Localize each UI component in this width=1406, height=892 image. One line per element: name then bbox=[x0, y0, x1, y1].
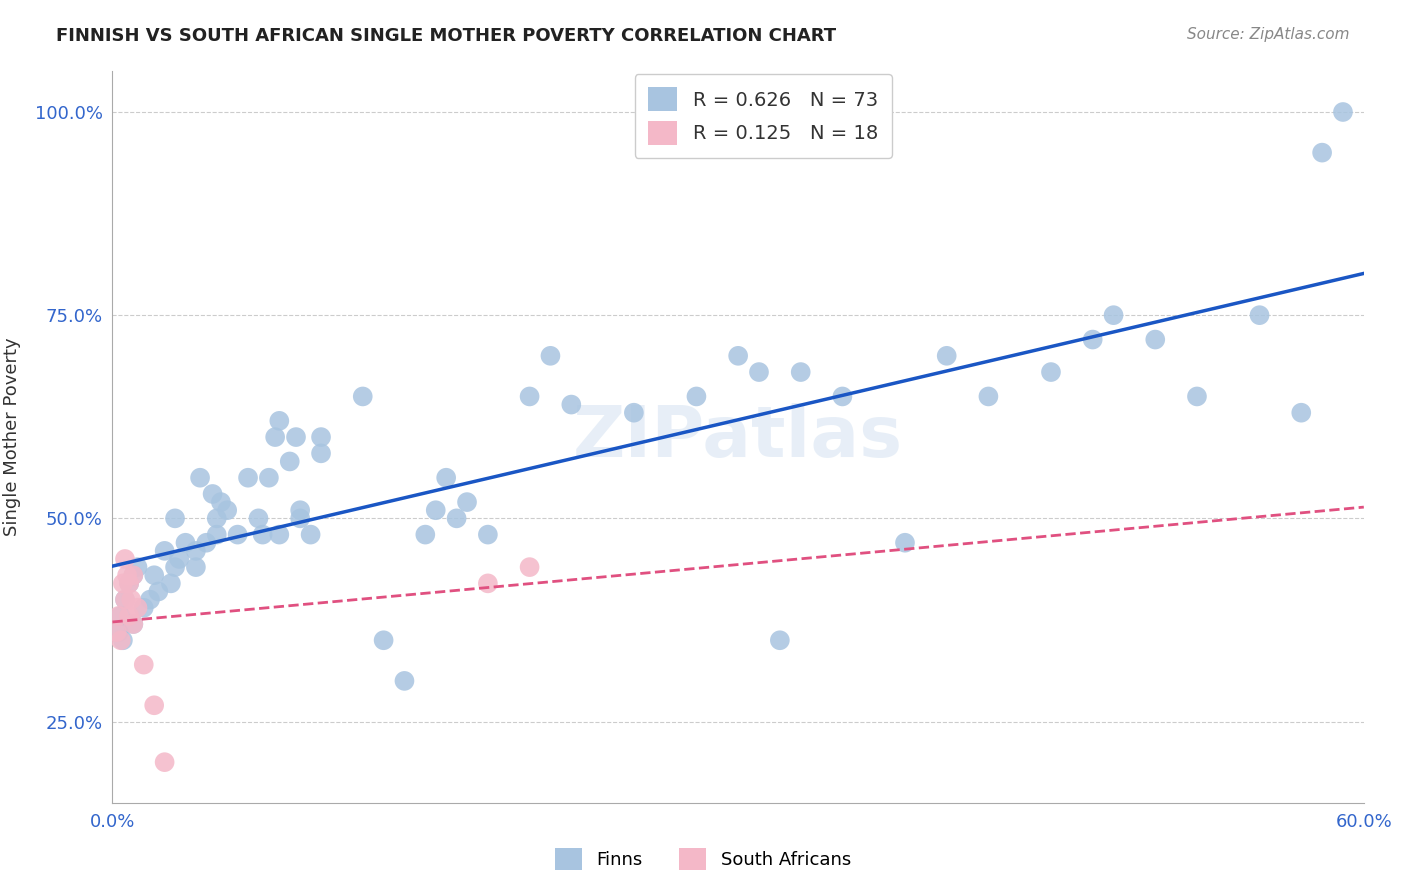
Point bbox=[290, 503, 312, 517]
Point bbox=[290, 511, 312, 525]
Point bbox=[413, 527, 436, 541]
Point bbox=[114, 592, 136, 607]
Point bbox=[107, 625, 129, 640]
Point bbox=[299, 527, 322, 541]
Point bbox=[132, 600, 155, 615]
Y-axis label: Single Mother Poverty: Single Mother Poverty bbox=[3, 338, 21, 536]
Point bbox=[122, 568, 145, 582]
Point bbox=[247, 511, 270, 525]
Point bbox=[167, 552, 190, 566]
Point bbox=[477, 527, 499, 541]
Point bbox=[188, 471, 211, 485]
Point bbox=[127, 600, 149, 615]
Point bbox=[477, 576, 499, 591]
Point bbox=[977, 389, 1000, 403]
Point bbox=[122, 617, 145, 632]
Point bbox=[560, 398, 582, 412]
Point bbox=[538, 349, 561, 363]
Point bbox=[257, 471, 280, 485]
Point bbox=[456, 495, 478, 509]
Point bbox=[252, 527, 274, 541]
Point bbox=[127, 560, 149, 574]
Point bbox=[685, 389, 707, 403]
Point bbox=[285, 430, 308, 444]
Point bbox=[118, 608, 141, 623]
Point bbox=[894, 535, 917, 549]
Point bbox=[373, 633, 395, 648]
Point bbox=[264, 430, 287, 444]
Point bbox=[122, 617, 145, 632]
Point bbox=[1102, 308, 1125, 322]
Point bbox=[519, 389, 541, 403]
Point bbox=[139, 592, 162, 607]
Point bbox=[110, 633, 132, 648]
Point bbox=[425, 503, 447, 517]
Point bbox=[1249, 308, 1271, 322]
Text: FINNISH VS SOUTH AFRICAN SINGLE MOTHER POVERTY CORRELATION CHART: FINNISH VS SOUTH AFRICAN SINGLE MOTHER P… bbox=[56, 27, 837, 45]
Point bbox=[163, 560, 186, 574]
Point bbox=[269, 414, 291, 428]
Point bbox=[217, 503, 239, 517]
Point bbox=[209, 495, 232, 509]
Point bbox=[1081, 333, 1104, 347]
Point bbox=[226, 527, 249, 541]
Point bbox=[114, 552, 136, 566]
Point bbox=[623, 406, 645, 420]
Point bbox=[309, 446, 332, 460]
Point bbox=[174, 535, 197, 549]
Point bbox=[269, 527, 291, 541]
Point bbox=[1310, 145, 1333, 160]
Point bbox=[1185, 389, 1208, 403]
Point bbox=[143, 568, 166, 582]
Text: ZIPatlas: ZIPatlas bbox=[574, 402, 903, 472]
Point bbox=[446, 511, 468, 525]
Point bbox=[118, 576, 141, 591]
Point bbox=[935, 349, 957, 363]
Legend: Finns, South Africans: Finns, South Africans bbox=[548, 840, 858, 877]
Point bbox=[236, 471, 259, 485]
Point bbox=[143, 698, 166, 713]
Point bbox=[115, 568, 138, 582]
Point bbox=[727, 349, 749, 363]
Text: Source: ZipAtlas.com: Source: ZipAtlas.com bbox=[1187, 27, 1350, 42]
Point bbox=[111, 633, 134, 648]
Point bbox=[105, 625, 128, 640]
Point bbox=[153, 544, 176, 558]
Point bbox=[394, 673, 416, 688]
Point bbox=[148, 584, 170, 599]
Point bbox=[111, 576, 134, 591]
Point bbox=[519, 560, 541, 574]
Point bbox=[278, 454, 301, 468]
Legend: R = 0.626   N = 73, R = 0.125   N = 18: R = 0.626 N = 73, R = 0.125 N = 18 bbox=[634, 74, 891, 158]
Point bbox=[118, 576, 141, 591]
Point bbox=[1039, 365, 1063, 379]
Point bbox=[160, 576, 183, 591]
Point bbox=[790, 365, 813, 379]
Point bbox=[153, 755, 176, 769]
Point bbox=[195, 535, 218, 549]
Point bbox=[205, 527, 228, 541]
Point bbox=[831, 389, 853, 403]
Point bbox=[110, 608, 132, 623]
Point bbox=[163, 511, 186, 525]
Point bbox=[309, 430, 332, 444]
Point bbox=[184, 544, 207, 558]
Point bbox=[114, 592, 136, 607]
Point bbox=[184, 560, 207, 574]
Point bbox=[1331, 105, 1354, 120]
Point bbox=[201, 487, 224, 501]
Point bbox=[1291, 406, 1313, 420]
Point bbox=[352, 389, 374, 403]
Point bbox=[107, 608, 129, 623]
Point bbox=[434, 471, 457, 485]
Point bbox=[205, 511, 228, 525]
Point bbox=[120, 592, 142, 607]
Point bbox=[1144, 333, 1167, 347]
Point bbox=[769, 633, 792, 648]
Point bbox=[122, 568, 145, 582]
Point bbox=[132, 657, 155, 672]
Point bbox=[748, 365, 770, 379]
